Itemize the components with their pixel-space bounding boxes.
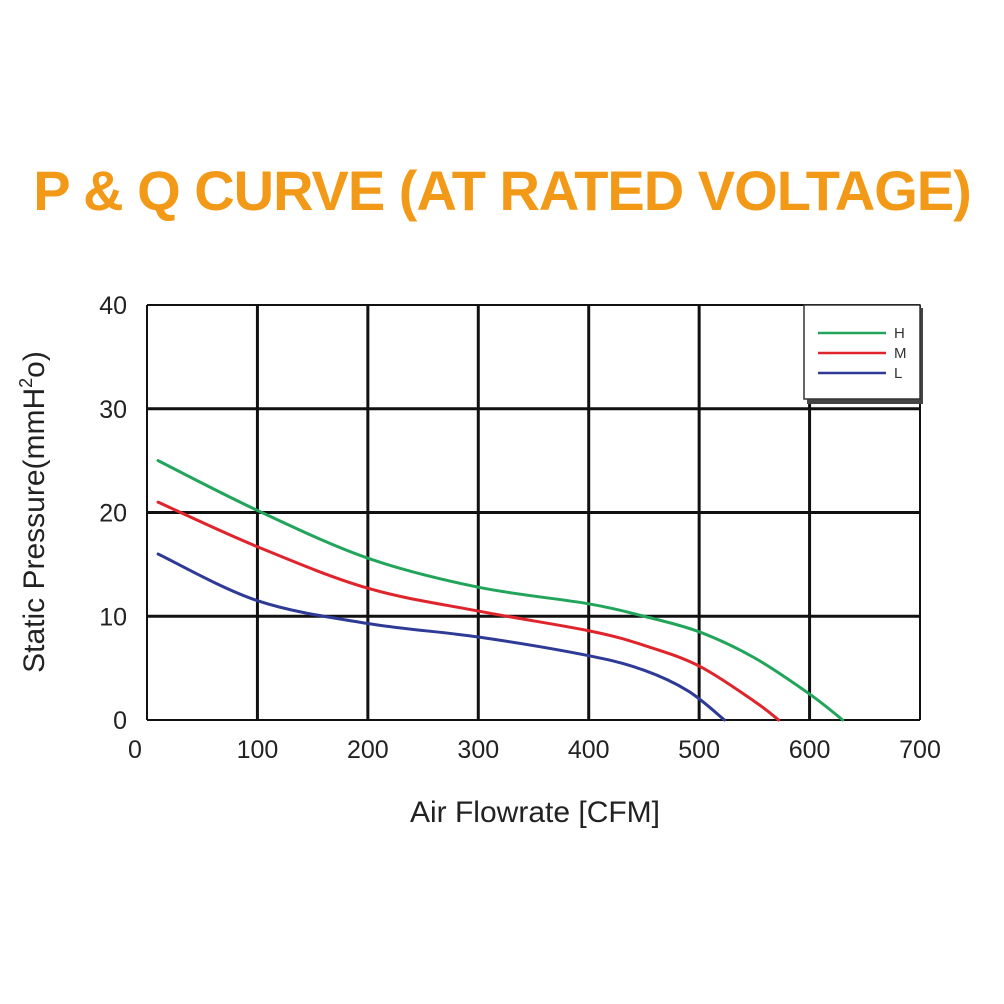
series-line-M (156, 500, 781, 722)
legend: HML (803, 304, 923, 404)
y-tick-label: 40 (99, 292, 127, 320)
x-tick-label: 300 (457, 736, 499, 764)
legend-label-M: M (894, 345, 907, 362)
tick-labels: 0 100 200 300 400 500 600 700 0 10 20 30 40 (99, 292, 941, 764)
x-tick-label: 600 (789, 736, 831, 764)
y-tick-label: 20 (99, 500, 127, 528)
x-tick-label: 100 (237, 736, 279, 764)
y-axis-title-sup: 2 (16, 378, 36, 388)
series-line-H (156, 459, 845, 722)
x-tick-label: 400 (568, 736, 610, 764)
y-axis-title: Static Pressure(mmH2o) (16, 351, 51, 673)
x-tick-label: 200 (347, 736, 389, 764)
y-axis-title-main: Static Pressure(mmH (18, 388, 51, 673)
y-tick-label: 0 (113, 707, 127, 735)
y-tick-label: 30 (99, 396, 127, 424)
legend-label-L: L (894, 365, 902, 382)
x-tick-label: 500 (678, 736, 720, 764)
x-axis-title: Air Flowrate [CFM] (410, 796, 660, 829)
y-tick-label: 10 (99, 603, 127, 631)
series-line-L (156, 552, 727, 722)
x-tick-label: 0 (128, 736, 142, 764)
legend-label-H: H (894, 325, 905, 342)
chart-title: P & Q CURVE (AT RATED VOLTAGE) (33, 159, 972, 222)
series-layer (156, 459, 845, 722)
y-axis-title-end: o) (18, 351, 51, 378)
x-tick-label: 700 (899, 736, 941, 764)
